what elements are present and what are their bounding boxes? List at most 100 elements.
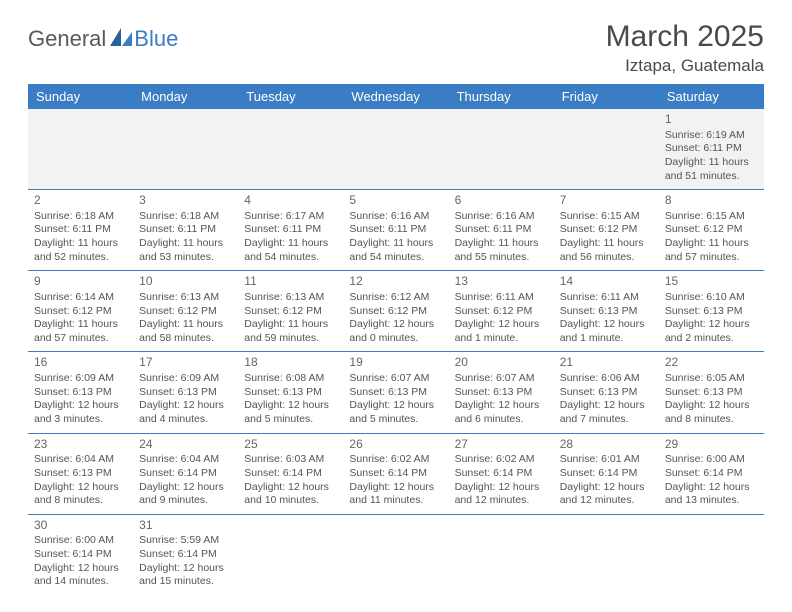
sunrise-text: Sunrise: 6:18 AM	[34, 210, 127, 224]
sunset-text: Sunset: 6:12 PM	[349, 305, 442, 319]
sunrise-text: Sunrise: 6:16 AM	[455, 210, 548, 224]
calendar-cell: 16Sunrise: 6:09 AMSunset: 6:13 PMDayligh…	[28, 352, 133, 433]
day-number: 25	[244, 437, 337, 453]
sunset-text: Sunset: 6:11 PM	[34, 223, 127, 237]
daylight2-text: and 54 minutes.	[349, 251, 442, 265]
calendar-row: 1Sunrise: 6:19 AMSunset: 6:11 PMDaylight…	[28, 109, 764, 190]
calendar-cell	[554, 109, 659, 190]
sunset-text: Sunset: 6:12 PM	[455, 305, 548, 319]
month-title: March 2025	[606, 20, 764, 54]
sunrise-text: Sunrise: 6:09 AM	[34, 372, 127, 386]
sunset-text: Sunset: 6:11 PM	[139, 223, 232, 237]
daylight1-text: Daylight: 12 hours	[34, 399, 127, 413]
calendar-cell: 18Sunrise: 6:08 AMSunset: 6:13 PMDayligh…	[238, 352, 343, 433]
day-number: 31	[139, 518, 232, 534]
day-number: 9	[34, 274, 127, 290]
daylight1-text: Daylight: 12 hours	[34, 562, 127, 576]
sunrise-text: Sunrise: 6:10 AM	[665, 291, 758, 305]
calendar-cell: 14Sunrise: 6:11 AMSunset: 6:13 PMDayligh…	[554, 271, 659, 352]
calendar-cell	[343, 109, 448, 190]
weekday-header: Tuesday	[238, 84, 343, 109]
calendar-cell	[449, 514, 554, 595]
daylight1-text: Daylight: 11 hours	[139, 318, 232, 332]
daylight1-text: Daylight: 12 hours	[34, 481, 127, 495]
calendar-cell: 29Sunrise: 6:00 AMSunset: 6:14 PMDayligh…	[659, 433, 764, 514]
calendar-cell: 5Sunrise: 6:16 AMSunset: 6:11 PMDaylight…	[343, 190, 448, 271]
day-number: 6	[455, 193, 548, 209]
sunrise-text: Sunrise: 6:00 AM	[665, 453, 758, 467]
daylight2-text: and 8 minutes.	[665, 413, 758, 427]
sunset-text: Sunset: 6:13 PM	[560, 305, 653, 319]
sunset-text: Sunset: 6:13 PM	[139, 386, 232, 400]
sunrise-text: Sunrise: 6:13 AM	[244, 291, 337, 305]
sunrise-text: Sunrise: 6:16 AM	[349, 210, 442, 224]
daylight2-text: and 57 minutes.	[665, 251, 758, 265]
daylight2-text: and 56 minutes.	[560, 251, 653, 265]
calendar-row: 30Sunrise: 6:00 AMSunset: 6:14 PMDayligh…	[28, 514, 764, 595]
sunrise-text: Sunrise: 6:03 AM	[244, 453, 337, 467]
day-number: 12	[349, 274, 442, 290]
weekday-header: Saturday	[659, 84, 764, 109]
daylight1-text: Daylight: 12 hours	[560, 481, 653, 495]
daylight2-text: and 8 minutes.	[34, 494, 127, 508]
location: Iztapa, Guatemala	[606, 56, 764, 76]
calendar-cell: 20Sunrise: 6:07 AMSunset: 6:13 PMDayligh…	[449, 352, 554, 433]
daylight2-text: and 13 minutes.	[665, 494, 758, 508]
calendar-cell: 2Sunrise: 6:18 AMSunset: 6:11 PMDaylight…	[28, 190, 133, 271]
calendar-row: 23Sunrise: 6:04 AMSunset: 6:13 PMDayligh…	[28, 433, 764, 514]
day-number: 21	[560, 355, 653, 371]
daylight1-text: Daylight: 12 hours	[455, 399, 548, 413]
calendar-cell: 28Sunrise: 6:01 AMSunset: 6:14 PMDayligh…	[554, 433, 659, 514]
calendar-cell: 22Sunrise: 6:05 AMSunset: 6:13 PMDayligh…	[659, 352, 764, 433]
sunset-text: Sunset: 6:11 PM	[665, 142, 758, 156]
day-number: 11	[244, 274, 337, 290]
weekday-header: Monday	[133, 84, 238, 109]
sunrise-text: Sunrise: 6:05 AM	[665, 372, 758, 386]
calendar-cell: 15Sunrise: 6:10 AMSunset: 6:13 PMDayligh…	[659, 271, 764, 352]
daylight1-text: Daylight: 12 hours	[349, 399, 442, 413]
calendar-cell: 21Sunrise: 6:06 AMSunset: 6:13 PMDayligh…	[554, 352, 659, 433]
calendar-cell	[449, 109, 554, 190]
sunrise-text: Sunrise: 6:08 AM	[244, 372, 337, 386]
daylight2-text: and 7 minutes.	[560, 413, 653, 427]
calendar-cell: 31Sunrise: 5:59 AMSunset: 6:14 PMDayligh…	[133, 514, 238, 595]
sunset-text: Sunset: 6:14 PM	[560, 467, 653, 481]
daylight2-text: and 2 minutes.	[665, 332, 758, 346]
sunset-text: Sunset: 6:12 PM	[560, 223, 653, 237]
daylight1-text: Daylight: 12 hours	[139, 481, 232, 495]
sunset-text: Sunset: 6:14 PM	[139, 548, 232, 562]
calendar-cell: 27Sunrise: 6:02 AMSunset: 6:14 PMDayligh…	[449, 433, 554, 514]
daylight1-text: Daylight: 12 hours	[139, 399, 232, 413]
calendar-row: 2Sunrise: 6:18 AMSunset: 6:11 PMDaylight…	[28, 190, 764, 271]
calendar-row: 16Sunrise: 6:09 AMSunset: 6:13 PMDayligh…	[28, 352, 764, 433]
header: General Blue March 2025 Iztapa, Guatemal…	[28, 20, 764, 76]
daylight2-text: and 3 minutes.	[34, 413, 127, 427]
sunset-text: Sunset: 6:13 PM	[665, 305, 758, 319]
sunset-text: Sunset: 6:14 PM	[244, 467, 337, 481]
day-number: 28	[560, 437, 653, 453]
day-number: 20	[455, 355, 548, 371]
daylight2-text: and 54 minutes.	[244, 251, 337, 265]
sunset-text: Sunset: 6:12 PM	[34, 305, 127, 319]
sunrise-text: Sunrise: 6:11 AM	[560, 291, 653, 305]
calendar-cell	[238, 514, 343, 595]
logo-text-blue: Blue	[134, 26, 178, 52]
calendar-row: 9Sunrise: 6:14 AMSunset: 6:12 PMDaylight…	[28, 271, 764, 352]
sunrise-text: Sunrise: 5:59 AM	[139, 534, 232, 548]
daylight1-text: Daylight: 12 hours	[349, 481, 442, 495]
sunset-text: Sunset: 6:13 PM	[244, 386, 337, 400]
daylight1-text: Daylight: 12 hours	[244, 481, 337, 495]
sunset-text: Sunset: 6:13 PM	[455, 386, 548, 400]
day-number: 17	[139, 355, 232, 371]
sunset-text: Sunset: 6:13 PM	[34, 386, 127, 400]
sunrise-text: Sunrise: 6:15 AM	[665, 210, 758, 224]
day-number: 2	[34, 193, 127, 209]
daylight2-text: and 5 minutes.	[349, 413, 442, 427]
day-number: 3	[139, 193, 232, 209]
logo-sail-icon	[110, 28, 132, 46]
sunrise-text: Sunrise: 6:19 AM	[665, 129, 758, 143]
calendar-cell: 23Sunrise: 6:04 AMSunset: 6:13 PMDayligh…	[28, 433, 133, 514]
weekday-header-row: SundayMondayTuesdayWednesdayThursdayFrid…	[28, 84, 764, 109]
weekday-header: Wednesday	[343, 84, 448, 109]
calendar-cell: 12Sunrise: 6:12 AMSunset: 6:12 PMDayligh…	[343, 271, 448, 352]
